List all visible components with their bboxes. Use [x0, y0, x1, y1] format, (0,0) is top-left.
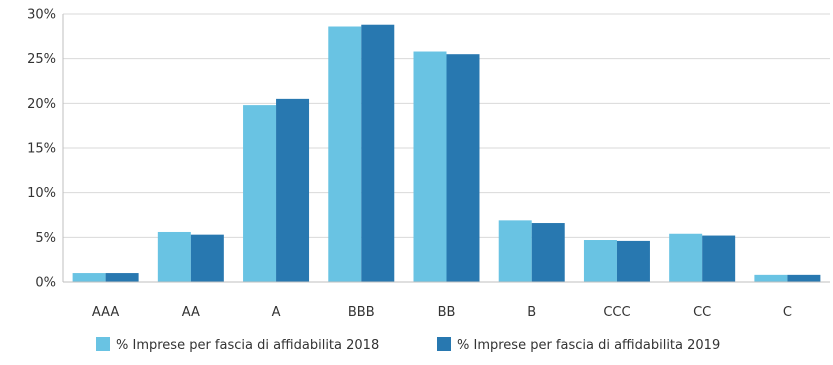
x-tick-label: B: [527, 305, 536, 320]
y-tick-label: 20%: [27, 97, 56, 112]
bars: [72, 24, 821, 283]
legend-label: % Imprese per fascia di affidabilita 201…: [116, 338, 379, 353]
bar-aa-series-1: [157, 231, 191, 282]
bar-b-series-1: [498, 220, 532, 282]
x-tick-label: A: [272, 305, 281, 320]
bar-aaa-series-1: [72, 273, 106, 282]
bar-ccc-series-2: [616, 240, 650, 282]
bar-ccc-series-1: [583, 240, 617, 282]
bar-aa-series-2: [190, 234, 224, 282]
bar-a-series-2: [276, 98, 310, 282]
x-tick-label: CC: [693, 305, 711, 320]
bar-a-series-1: [243, 105, 277, 283]
bar-bbb-series-2: [361, 24, 395, 282]
x-tick-label: BB: [438, 305, 456, 320]
legend-swatch: [437, 337, 451, 351]
legend-swatch: [96, 337, 110, 351]
x-tick-label: C: [783, 305, 792, 320]
bar-aaa-series-2: [105, 273, 139, 282]
bar-c-series-1: [754, 274, 788, 282]
bar-bbb-series-1: [328, 26, 362, 282]
y-tick-label: 15%: [27, 142, 56, 157]
bar-c-series-2: [787, 274, 821, 282]
bar-cc-series-2: [702, 235, 736, 282]
y-tick-label: 30%: [27, 8, 56, 23]
y-tick-label: 25%: [27, 52, 56, 67]
y-tick-label: 0%: [35, 276, 56, 291]
x-tick-label: AAA: [92, 305, 120, 320]
bar-bb-series-1: [413, 51, 447, 282]
bar-cc-series-1: [669, 233, 703, 282]
bar-b-series-2: [531, 223, 565, 282]
x-tick-label: CCC: [603, 305, 630, 320]
legend-label: % Imprese per fascia di affidabilita 201…: [457, 338, 720, 353]
y-tick-label: 10%: [27, 186, 56, 201]
x-tick-label: BBB: [348, 305, 375, 320]
x-axis: AAA AA A BBB BB B CCC CC C: [63, 281, 830, 320]
y-axis: 0% 5% 10% 15% 20% 25% 30%: [27, 8, 64, 291]
y-tick-label: 5%: [35, 231, 56, 246]
bar-bb-series-2: [446, 54, 480, 283]
legend: % Imprese per fascia di affidabilita 201…: [96, 337, 720, 353]
x-tick-label: AA: [182, 305, 200, 320]
